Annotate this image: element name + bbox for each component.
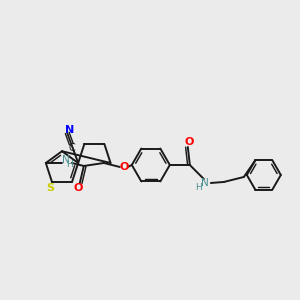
Text: S: S <box>46 183 54 193</box>
Text: O: O <box>184 137 194 147</box>
Text: O: O <box>119 162 128 172</box>
Text: O: O <box>73 183 83 193</box>
Text: H: H <box>195 184 202 193</box>
Text: N: N <box>64 125 74 135</box>
Text: H: H <box>66 160 73 169</box>
Text: N: N <box>201 178 209 188</box>
Text: N: N <box>62 155 70 165</box>
Text: C: C <box>69 143 76 153</box>
